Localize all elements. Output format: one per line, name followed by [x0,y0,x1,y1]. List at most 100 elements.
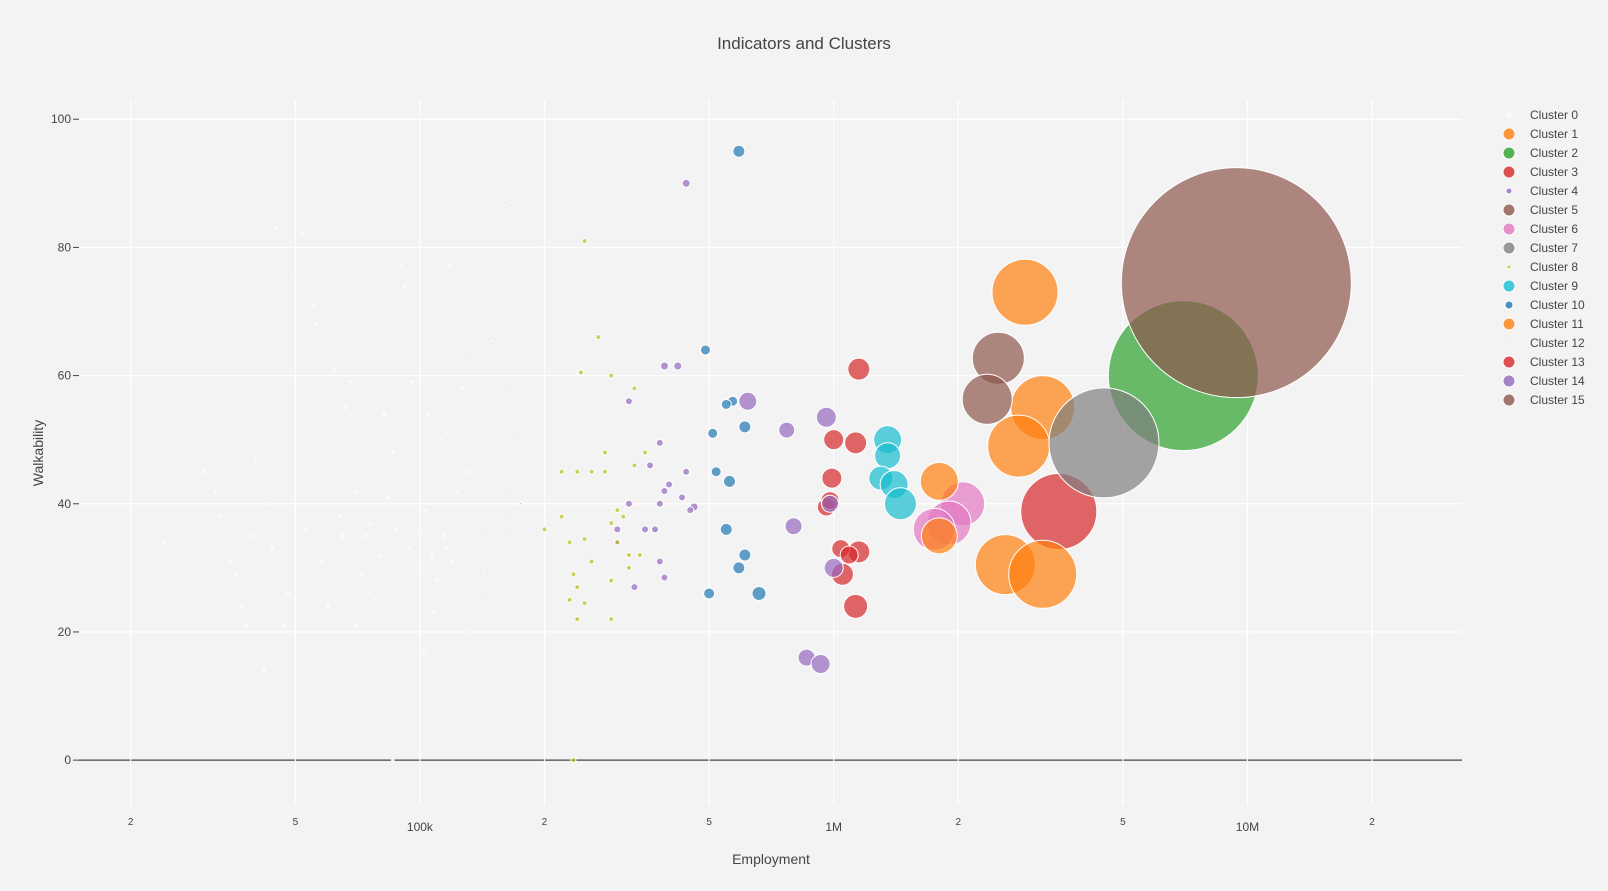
data-point[interactable] [472,515,476,519]
data-point[interactable] [651,525,660,534]
data-point[interactable] [732,561,746,575]
data-point[interactable] [847,357,871,381]
data-point[interactable] [431,610,436,615]
data-point[interactable] [497,585,501,589]
data-point[interactable] [386,495,391,500]
data-point[interactable] [601,468,608,475]
data-point[interactable] [491,540,495,544]
data-point[interactable] [686,506,695,515]
legend-item[interactable]: Cluster 7 [1502,241,1578,255]
data-point[interactable] [417,527,422,532]
data-point[interactable] [313,322,318,327]
data-point[interactable] [660,486,669,495]
data-point[interactable] [320,559,325,564]
data-point[interactable] [722,474,736,488]
data-point[interactable] [1048,387,1160,499]
data-point[interactable] [337,514,342,519]
data-point[interactable] [234,572,239,577]
data-point[interactable] [655,438,664,447]
legend-item[interactable]: Cluster 12 [1507,336,1585,350]
data-point[interactable] [394,527,399,532]
data-point[interactable] [270,546,275,551]
data-point[interactable] [577,369,584,376]
data-point[interactable] [608,372,615,379]
data-point[interactable] [421,649,426,654]
data-point[interactable] [608,616,615,623]
data-point[interactable] [373,597,378,602]
data-point[interactable] [326,604,331,609]
data-point[interactable] [438,437,443,442]
data-point[interactable] [719,522,733,536]
data-point[interactable] [343,405,348,410]
legend-item[interactable]: Cluster 5 [1502,203,1578,217]
data-point[interactable] [588,468,595,475]
data-point[interactable] [447,264,452,269]
data-point[interactable] [201,469,206,474]
data-point[interactable] [566,539,573,546]
data-point[interactable] [518,502,522,506]
data-point[interactable] [823,429,845,451]
data-point[interactable] [497,495,501,499]
data-point[interactable] [406,546,411,551]
data-point[interactable] [659,361,669,371]
data-point[interactable] [732,144,746,158]
data-point[interactable] [398,264,403,269]
legend-item[interactable]: Cluster 11 [1502,317,1584,331]
data-point[interactable] [673,361,683,371]
data-point[interactable] [266,501,271,506]
data-point[interactable] [382,412,387,417]
data-point[interactable] [458,553,462,557]
data-point[interactable] [450,559,455,564]
legend-item[interactable]: Cluster 10 [1504,298,1585,312]
data-point[interactable] [624,499,633,508]
data-point[interactable] [581,536,588,543]
data-point[interactable] [665,480,674,489]
legend-item[interactable]: Cluster 2 [1502,146,1578,160]
data-point[interactable] [823,557,844,578]
data-point[interactable] [465,630,469,634]
data-point[interactable] [326,469,331,474]
data-point[interactable] [703,587,716,600]
data-point[interactable] [348,380,353,384]
data-point[interactable] [502,489,506,493]
data-point[interactable] [300,232,305,237]
data-point[interactable] [244,623,249,628]
data-point[interactable] [581,238,588,244]
data-point[interactable] [551,399,555,403]
data-point[interactable] [595,334,602,341]
data-point[interactable] [441,533,446,538]
data-point[interactable] [710,466,722,478]
data-point[interactable] [625,552,632,559]
data-point[interactable] [991,258,1059,326]
data-point[interactable] [614,507,621,514]
data-point[interactable] [574,616,581,623]
data-point[interactable] [414,565,419,570]
data-point[interactable] [390,758,395,763]
data-point[interactable] [608,520,615,526]
data-point[interactable] [613,525,622,534]
data-point[interactable] [821,494,840,513]
data-point[interactable] [874,442,902,470]
data-point[interactable] [707,427,719,439]
legend-item[interactable]: Cluster 0 [1506,108,1578,122]
data-point[interactable] [920,517,958,555]
data-point[interactable] [636,552,643,559]
data-point[interactable] [570,757,577,764]
legend-item[interactable]: Cluster 3 [1502,165,1578,179]
data-point[interactable] [513,438,517,442]
data-point[interactable] [738,391,758,411]
data-point[interactable] [465,469,470,474]
data-point[interactable] [478,572,482,576]
data-point[interactable] [248,533,253,538]
data-point[interactable] [478,598,482,602]
legend-item[interactable]: Cluster 15 [1502,393,1585,407]
data-point[interactable] [451,585,455,589]
data-point[interactable] [340,533,345,538]
data-point[interactable] [630,583,639,592]
data-point[interactable] [253,456,258,461]
data-point[interactable] [502,386,506,390]
data-point[interactable] [444,546,449,551]
data-point[interactable] [588,558,595,565]
data-point[interactable] [402,283,407,288]
data-point[interactable] [353,488,358,493]
